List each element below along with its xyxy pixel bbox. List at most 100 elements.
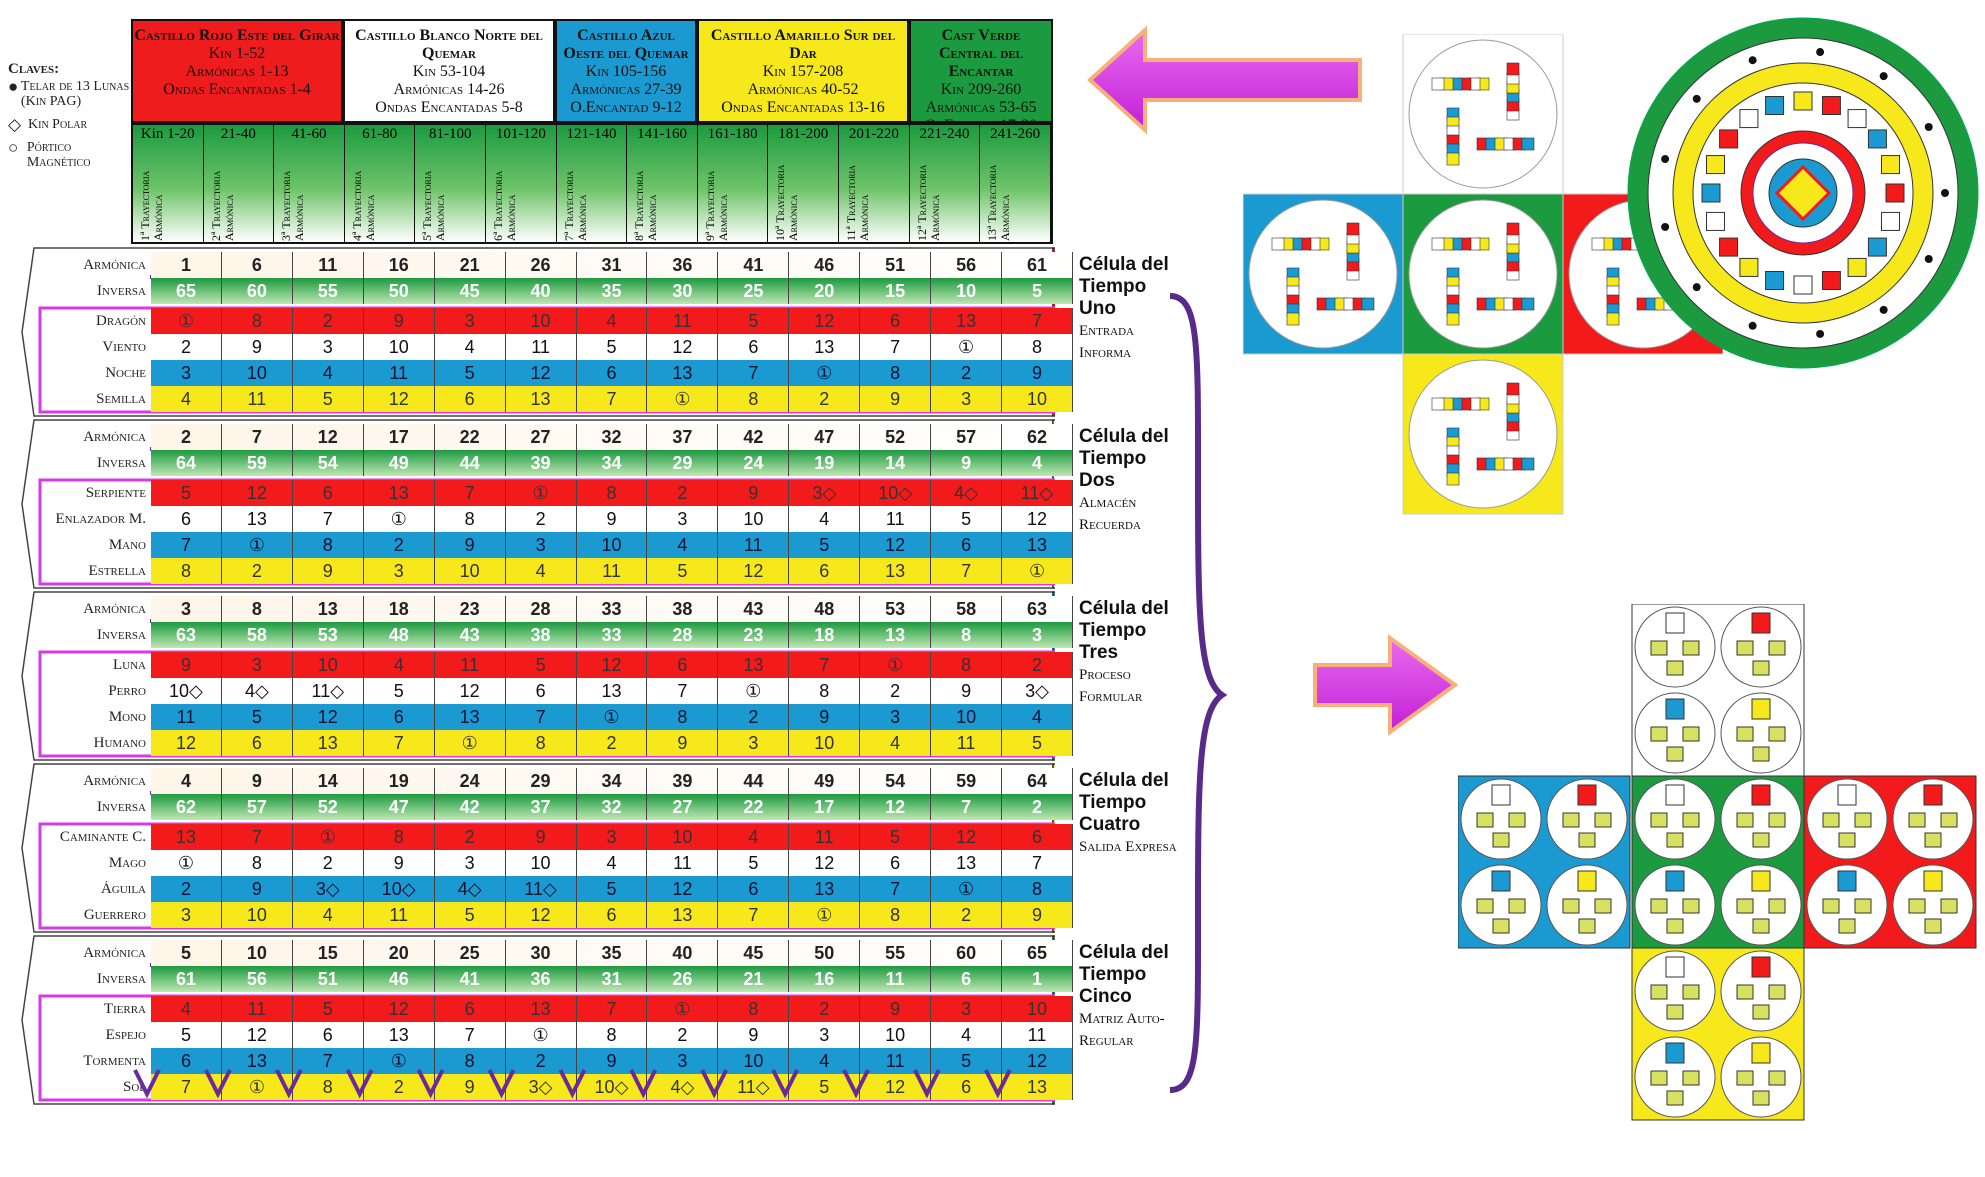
trajectory-kin-range: 81-100: [428, 126, 472, 142]
curly-brace: [1169, 293, 1228, 1093]
glyph-card: [1476, 898, 1494, 914]
glyph-disc: [1720, 692, 1802, 774]
kin-cell: 50: [789, 940, 861, 966]
kin-cell: 9: [860, 996, 932, 1022]
kin-cell: 64: [151, 450, 222, 476]
kin-cell: 7: [1002, 308, 1073, 334]
cell-row: Armónica 5 10 15 20 25 30 35 40 45 50 55 60 65: [38, 940, 1073, 966]
kin-cell: 2: [647, 1022, 719, 1048]
kin-cell: 9: [1002, 902, 1073, 928]
kin-cell: 11◇: [1002, 480, 1073, 506]
time-cell-subtitle: Proceso Formular: [1079, 667, 1143, 705]
kin-cell: 55: [860, 940, 932, 966]
trajectory-label: 1ª Trayectoria Armónica: [138, 147, 165, 241]
solar-seal-glyph: [1739, 109, 1759, 129]
time-cell-label: Célula del Tiempo Cuatro Salida Expresa: [1073, 762, 1178, 934]
solar-seal-glyph: [1719, 237, 1739, 257]
glyph-card: [1491, 870, 1511, 892]
time-cell-subtitle: Entrada Informa: [1079, 323, 1134, 361]
kin-cell: 6: [1002, 824, 1073, 850]
kin-cell: 51: [293, 966, 364, 992]
kin-cell: 8: [576, 480, 648, 506]
glyph-card: [1682, 898, 1700, 914]
kin-cell: 9: [647, 730, 719, 756]
kin-cell: 2: [1002, 794, 1073, 820]
kin-cell: 5: [151, 1022, 222, 1048]
kin-cell: 52: [860, 424, 932, 450]
trajectory-column-header: 41-60 3ª Trayectoria Armónica: [274, 125, 345, 242]
kin-cell: 10: [1002, 996, 1073, 1022]
tone-dot: [1661, 155, 1670, 164]
kin-cell: 2: [647, 480, 719, 506]
castle-kin-range: Kin 209-260: [940, 81, 1022, 98]
kin-cell: ①: [151, 850, 222, 876]
glyph-card: [1665, 956, 1685, 978]
kin-cell: 8: [1002, 334, 1073, 360]
kin-cell: 1: [1002, 966, 1073, 992]
kin-cell: 2: [505, 1048, 577, 1074]
glyph-card: [1768, 726, 1786, 742]
kin-cell: 35: [577, 278, 648, 304]
kin-cell: 13: [505, 996, 577, 1022]
castle-ondas: O.Encantad 9-12: [570, 99, 682, 116]
kin-cell: ①: [505, 1022, 577, 1048]
kin-cell: 2: [151, 334, 222, 360]
glyph-tile: [1521, 137, 1535, 151]
solar-seal-glyph: [1719, 129, 1739, 149]
circular-calendar: [1627, 17, 1979, 369]
kin-cell: 12: [718, 558, 790, 584]
kin-cell: 61: [151, 966, 222, 992]
tone-dot: [1816, 48, 1825, 57]
kin-cell: 4: [151, 768, 222, 794]
glyph-card: [1578, 832, 1596, 848]
kin-cell: 4: [1002, 450, 1073, 476]
kin-cell: 3◇: [292, 876, 364, 902]
glyph-card: [1736, 726, 1754, 742]
trajectory-label: 5ª Trayectoria Armónica: [420, 147, 447, 241]
kin-cell: 3: [363, 558, 435, 584]
kin-cell: 6: [576, 902, 648, 928]
kin-cell: 2: [1002, 652, 1073, 678]
kin-cell: 3◇: [1002, 678, 1073, 704]
glyph-disc: [1720, 950, 1802, 1032]
glyph-card: [1491, 784, 1511, 806]
kin-cell: 13: [789, 334, 861, 360]
cell-row: Noche 3 10 4 11 5 12 6 13 7 ① 8 2 9: [38, 360, 1073, 386]
kin-cell: 8: [931, 622, 1003, 648]
row-label: Inversa: [96, 282, 146, 299]
glyph-card: [1666, 832, 1684, 848]
kin-cell: 4: [292, 360, 364, 386]
kin-cell: 11: [1002, 1022, 1073, 1048]
kin-cell: 44: [718, 768, 790, 794]
kin-cell: 2: [789, 996, 861, 1022]
row-label: Semilla: [96, 390, 146, 407]
kin-cell: 9: [1002, 360, 1073, 386]
kin-cell: ①: [931, 334, 1003, 360]
kin-cell: 22: [435, 424, 506, 450]
kin-cell: 12: [647, 876, 719, 902]
trajectory-label: 7ª Trayectoria Armónica: [562, 147, 589, 241]
kin-cell: 13: [931, 850, 1003, 876]
cell-row: Inversa 63 58 53 48 43 38 33 28 23 18 13 8 3: [38, 622, 1073, 648]
kin-cell: 9: [363, 850, 435, 876]
arrow-left: [1087, 25, 1362, 135]
kin-cell: 8: [860, 360, 932, 386]
kin-cell: 3: [931, 386, 1003, 412]
kin-cell: ①: [789, 360, 861, 386]
legend-item-portico: ○ Pórtico Magnético: [8, 139, 132, 170]
trajectory-label: 13ª Trayectoria Armónica: [985, 147, 1012, 241]
kin-cell: 5: [292, 996, 364, 1022]
cell-row: Luna 9 3 10 4 11 5 12 6 13 7 ① 8 2: [38, 652, 1073, 678]
cell-row: Inversa 62 57 52 47 42 37 32 27 22 17 12 7 2: [38, 794, 1073, 820]
glyph-card: [1736, 640, 1754, 656]
kin-cell: 11: [860, 966, 932, 992]
kin-cell: 6: [860, 308, 932, 334]
kin-cell: 9: [718, 1022, 790, 1048]
kin-cell: 37: [506, 794, 577, 820]
glyph-card: [1768, 640, 1786, 656]
kin-cell: 38: [506, 622, 577, 648]
column-down-arrows: [133, 1069, 1012, 1099]
glyph-card: [1562, 898, 1580, 914]
kin-cell: 12: [363, 386, 435, 412]
kin-cell: 13: [221, 506, 293, 532]
